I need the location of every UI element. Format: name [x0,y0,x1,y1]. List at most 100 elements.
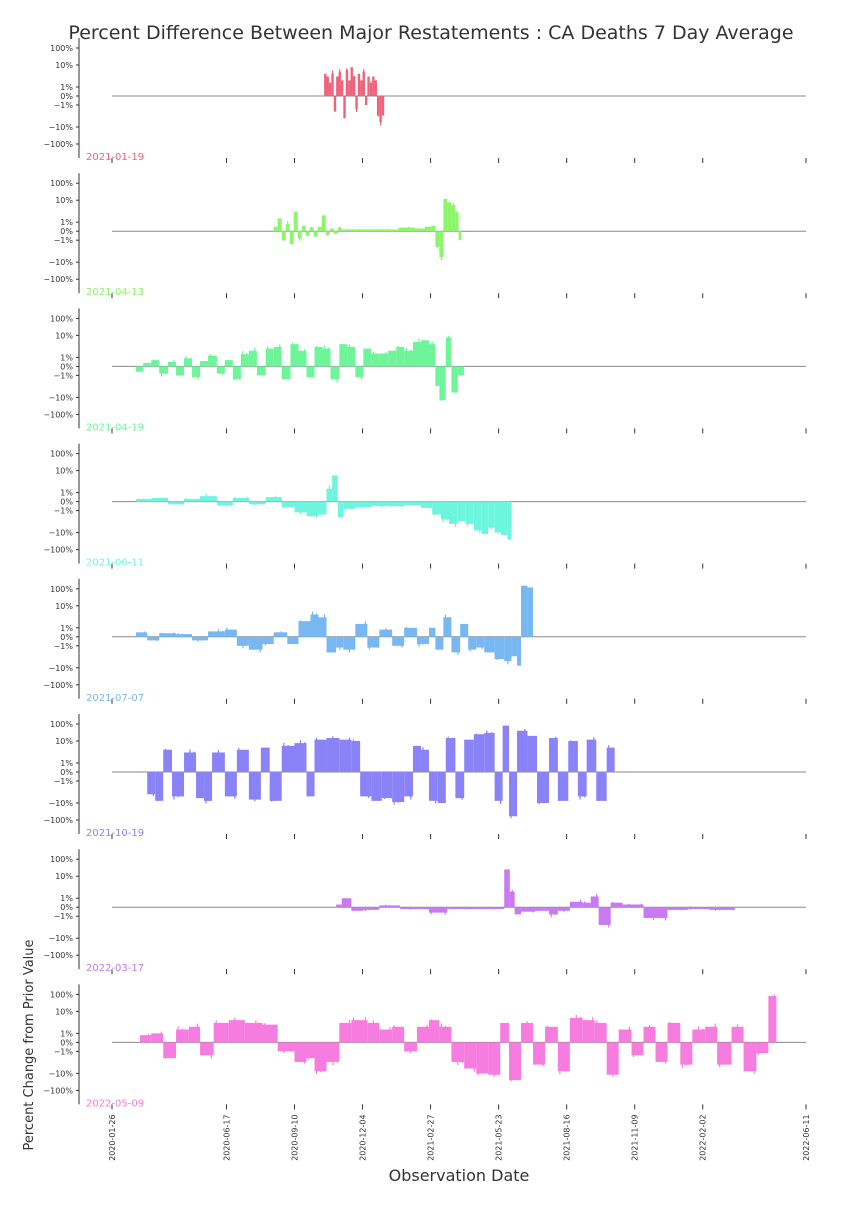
y-tick-label: −100% [43,816,73,825]
area-bar [494,636,505,660]
y-tick-label: −100% [43,1086,73,1095]
y-tick-label: −100% [43,410,73,419]
area-bar [147,772,156,795]
area-bar [306,772,315,797]
area-bar [200,496,217,502]
area-bar [224,360,233,367]
y-tick-label: −10% [49,934,74,943]
area-bar [549,738,558,772]
area-bar [330,366,340,380]
area-bar [265,348,274,367]
area-bar [768,996,777,1043]
x-tick-label: 2021-05-23 [495,1114,504,1161]
area-bar [232,498,249,502]
area-bar [484,732,495,772]
panel-label: 2021-04-13 [86,287,144,298]
area-bar [465,501,474,524]
area-bar [287,636,299,644]
area-bar [420,501,433,508]
y-tick-label: 100% [50,720,73,729]
area-bar [371,501,389,507]
area-bar [143,362,152,367]
x-tick-label: 2022-06-11 [802,1114,811,1161]
y-tick-label: 10% [55,1007,73,1016]
y-tick-label: −100% [43,681,73,690]
area-bar [136,632,148,637]
y-tick-label: 0% [60,92,73,101]
area-bar [322,348,331,367]
y-tick-label: 100% [50,450,73,459]
area-bar [435,636,444,650]
area-bar [404,350,413,367]
y-tick-label: 1% [60,489,73,498]
area-bar [443,617,452,637]
x-tick-label: 2021-02-27 [427,1114,436,1161]
x-axis-label: Observation Date [389,1166,530,1185]
area-bar [549,907,558,915]
area-bar [514,907,522,915]
y-tick-label: 0% [60,768,73,777]
area-bar [460,623,469,637]
area-bar [265,497,282,502]
area-bar [281,366,291,380]
y-tick-label: −1% [54,371,74,380]
area-bar [379,353,389,367]
area-bar [590,896,599,908]
area-bar [360,772,372,797]
area-bar [216,366,225,374]
area-bar [404,772,413,797]
area-bar [596,772,607,801]
area-bar [415,228,425,232]
y-tick-label: 100% [50,179,73,188]
area-bar [440,501,449,520]
area-bar [371,353,380,367]
y-tick-label: 1% [60,894,73,903]
y-tick-label: 0% [60,633,73,642]
area-bar [290,344,299,367]
area-bar [709,907,735,910]
area-bar [260,747,270,772]
area-bar [347,346,356,367]
y-tick-label: 1% [60,759,73,768]
y-tick-label: 10% [55,331,73,340]
area-bar [351,1020,368,1043]
y-tick-label: 10% [55,872,73,881]
y-tick-label: 0% [60,498,73,507]
y-tick-label: 100% [50,855,73,864]
panel-2: 100% 10% 1%0%−1% −10% −100% 2021-04-13 [43,173,807,299]
x-tick-label: 2020-01-26 [108,1114,117,1161]
area-bar [240,354,249,367]
area-bar [468,636,477,650]
area-bar [420,749,429,772]
panel-4: 100% 10% 1%0%−1% −10% −100% 2021-06-11 [43,443,807,569]
area-bar [151,498,169,502]
area-bar [159,633,177,637]
y-tick-label: 1% [60,1029,73,1038]
area-bar [298,350,307,367]
x-tick-label: 2020-09-10 [291,1114,300,1161]
y-tick-label: −100% [43,275,73,284]
y-tick-label: −1% [54,1047,74,1056]
area-bar [494,772,503,801]
panel-label: 2021-06-11 [86,558,144,569]
area-bar [557,772,569,801]
y-tick-label: 1% [60,624,73,633]
area-bar [517,730,528,772]
area-bar [412,745,421,772]
area-bar [208,355,217,367]
y-tick-label: −10% [49,529,74,538]
area-bar [200,361,209,367]
y-tick-label: −100% [43,951,73,960]
area-bar [667,907,689,910]
area-bar [326,636,337,653]
area-bar [388,501,405,507]
area-bar [428,1020,440,1043]
y-tick-label: 0% [60,1038,73,1047]
area-bar [398,227,416,232]
y-tick-label: 1% [60,83,73,92]
panel-8: 100% 10% 1%0%−1% −10% −100% 2022-05-09 [43,984,807,1110]
area-bar [577,772,587,797]
area-bar [381,772,393,799]
y-tick-label: −1% [54,101,74,110]
x-tick-label: 2021-08-16 [563,1114,572,1161]
